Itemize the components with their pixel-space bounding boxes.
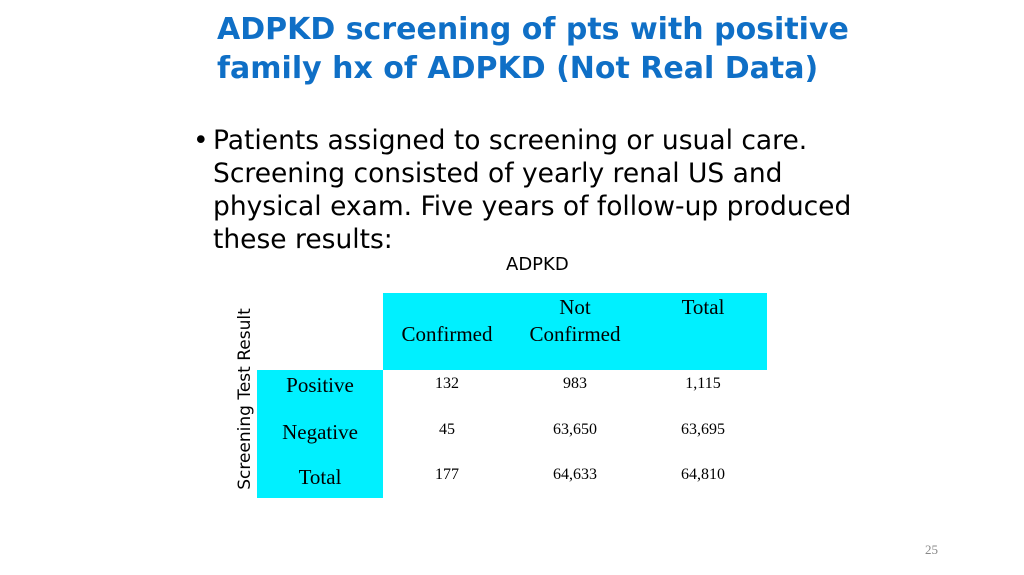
cell-total-total: 64,810	[681, 466, 725, 483]
bullet-point: • Patients assigned to screening or usua…	[193, 124, 853, 256]
header-total: Total	[681, 295, 725, 319]
row-label-negative: Negative	[282, 420, 358, 444]
row-label-positive: Positive	[286, 373, 354, 397]
bullet-marker: •	[193, 125, 209, 156]
row-label-total: Total	[298, 465, 342, 489]
cell-negative-not-confirmed: 63,650	[553, 421, 597, 438]
cell-total-not-confirmed: 64,633	[553, 466, 597, 483]
cell-positive-confirmed: 132	[435, 375, 459, 392]
page-number: 25	[925, 542, 938, 557]
column-header-band	[383, 293, 767, 370]
header-confirmed: Confirmed	[401, 322, 493, 346]
header-not-line1: Not	[559, 295, 591, 319]
bullet-text: Patients assigned to screening or usual …	[213, 125, 852, 255]
cell-positive-total: 1,115	[685, 375, 721, 392]
cell-total-confirmed: 177	[435, 466, 459, 483]
column-group-label: ADPKD	[506, 254, 569, 275]
cell-negative-total: 63,695	[681, 421, 725, 438]
row-header-band	[257, 370, 383, 498]
header-not-line2: Confirmed	[529, 322, 621, 346]
slide-title: ADPKD screening of pts with positive fam…	[217, 12, 849, 86]
row-group-label: Screening Test Result	[235, 308, 255, 490]
cell-negative-confirmed: 45	[439, 421, 455, 438]
cell-positive-not-confirmed: 983	[563, 375, 587, 392]
